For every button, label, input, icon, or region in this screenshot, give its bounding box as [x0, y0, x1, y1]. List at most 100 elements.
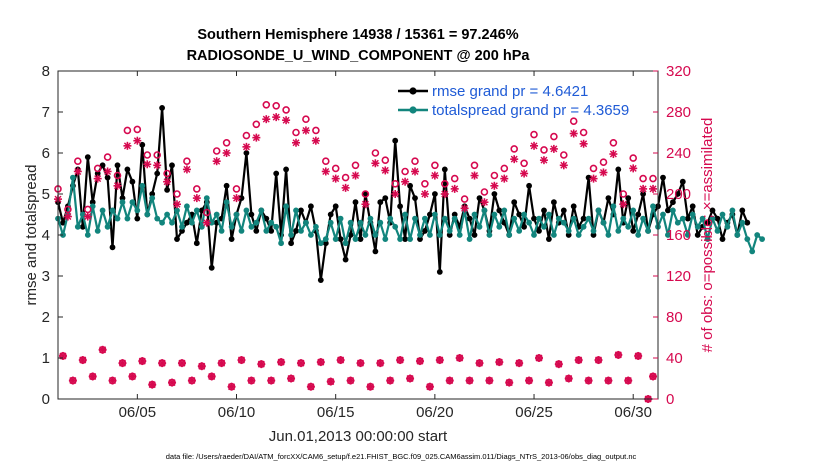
- rmse-point: [149, 191, 156, 197]
- star-stroke: [436, 356, 444, 364]
- spread-point: [223, 199, 230, 206]
- obs-assimilated-marker: [609, 150, 618, 159]
- obs-assimilated-marker: [63, 212, 72, 221]
- spread-point: [397, 236, 403, 243]
- spread-point: [694, 223, 701, 230]
- rmse-point: [511, 199, 518, 206]
- star-stroke: [203, 219, 211, 227]
- obs-assimilated-marker-low: [306, 382, 315, 391]
- spread-point: [308, 232, 314, 238]
- star-stroke: [282, 116, 290, 124]
- obs-assimilated-marker-low: [564, 374, 573, 383]
- obs-assimilated-marker-low: [227, 382, 236, 391]
- rmse-point: [640, 191, 646, 197]
- spread-point: [570, 215, 577, 222]
- star-stroke: [406, 375, 414, 382]
- spread-point: [719, 211, 726, 218]
- spread-point: [154, 215, 161, 222]
- y-right-tick-label: 240: [666, 145, 691, 162]
- spread-point: [541, 223, 547, 230]
- star-stroke: [148, 381, 156, 389]
- obs-assimilated-marker: [163, 177, 172, 186]
- spread-point: [432, 211, 438, 218]
- spread-point: [615, 228, 622, 234]
- rmse-point: [179, 228, 185, 234]
- spread-point: [704, 236, 711, 243]
- star-stroke: [361, 200, 369, 208]
- obs-possible-marker: [331, 164, 340, 173]
- star-stroke: [376, 359, 384, 367]
- obs-possible-marker: [183, 157, 191, 165]
- rmse-point: [193, 240, 200, 247]
- star-stroke: [287, 375, 295, 382]
- rmse-point: [679, 178, 686, 185]
- obs-assimilated-marker-low: [554, 360, 563, 369]
- rmse-point: [238, 195, 245, 202]
- obs-assimilated-marker: [589, 174, 598, 183]
- spread-point: [407, 236, 413, 243]
- spread-point: [293, 207, 299, 214]
- star-stroke: [307, 383, 315, 391]
- rmse-point: [436, 269, 443, 275]
- obs-assimilated-marker: [430, 171, 439, 180]
- rmse-point: [670, 199, 676, 206]
- spread-point: [734, 232, 741, 238]
- obs-assimilated-marker: [143, 160, 152, 169]
- obs-possible-marker: [84, 205, 92, 214]
- y-right-tick-label: 120: [666, 268, 691, 285]
- spread-point: [546, 211, 552, 218]
- spread-point: [174, 207, 180, 214]
- obs-assimilated-marker: [242, 142, 251, 151]
- spread-point: [139, 182, 146, 189]
- spread-point: [159, 219, 166, 226]
- spread-point: [511, 215, 518, 222]
- spread-point: [109, 207, 116, 214]
- star-stroke: [64, 213, 72, 221]
- spread-point: [332, 236, 339, 243]
- spread-point: [551, 232, 557, 238]
- obs-assimilated-marker-low: [386, 376, 395, 385]
- star-stroke: [188, 377, 196, 385]
- star-stroke: [639, 185, 647, 193]
- y-left-tick-label: 6: [42, 145, 50, 162]
- chart-title-line2: RADIOSONDE_U_WIND_COMPONENT @ 200 hPa: [187, 48, 531, 64]
- y-axis-left-ticks: 0 1 2 3 4 5 6 7 8: [42, 63, 63, 408]
- spread-point: [605, 232, 612, 238]
- x-tick-label: 06/10: [218, 404, 256, 421]
- star-stroke: [560, 161, 568, 169]
- obs-assimilated-marker: [460, 204, 469, 213]
- rmse-point: [124, 166, 131, 173]
- obs-assimilated-marker-low: [237, 356, 246, 365]
- obs-possible-marker: [351, 161, 360, 170]
- obs-assimilated-marker: [252, 133, 261, 142]
- rmse-point: [491, 191, 498, 197]
- obs-assimilated-marker-low: [604, 376, 613, 385]
- rmse-point: [546, 236, 552, 243]
- obs-possible-marker: [153, 151, 161, 159]
- legend-spread-label: totalspread grand pr = 4.3659: [432, 102, 629, 119]
- spread-point: [382, 236, 389, 243]
- spread-point: [476, 223, 483, 230]
- spread-point: [595, 207, 602, 214]
- obs-possible-marker: [193, 185, 201, 193]
- star-stroke: [525, 377, 533, 385]
- star-stroke: [599, 168, 607, 176]
- obs-assimilated-marker: [649, 184, 658, 193]
- y-left-tick-label: 0: [42, 391, 50, 408]
- obs-possible-marker: [470, 161, 479, 170]
- obs-assimilated-marker-low: [98, 345, 107, 354]
- rmse-point: [342, 256, 349, 263]
- spread-point: [104, 223, 111, 230]
- rmse-point: [79, 223, 86, 230]
- spread-point: [193, 207, 200, 214]
- spread-point: [446, 228, 453, 234]
- obs-assimilated-marker: [639, 184, 648, 193]
- star-stroke: [153, 161, 161, 169]
- spread-point: [119, 199, 126, 206]
- star-stroke: [208, 372, 216, 380]
- spread-point: [367, 215, 374, 222]
- obs-possible-marker: [490, 171, 499, 180]
- spread-point: [288, 232, 294, 238]
- y-left-tick-label: 2: [42, 309, 50, 326]
